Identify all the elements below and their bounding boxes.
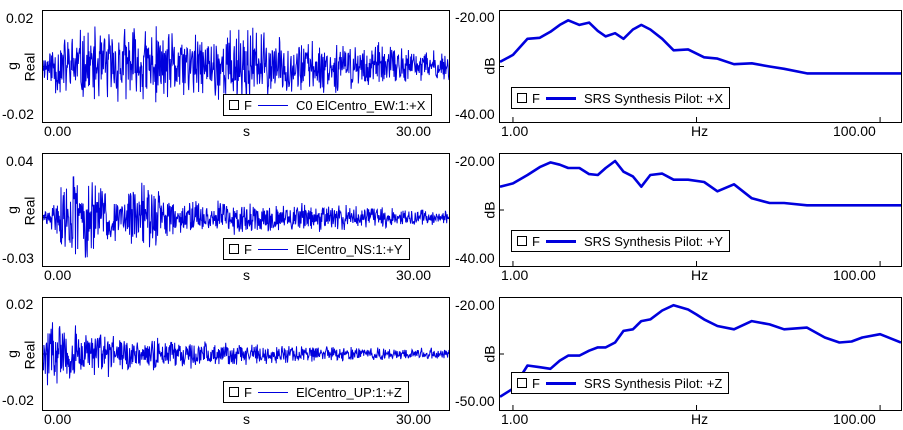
x-tick-left: 1.00 [501,411,529,427]
y-tick-bottom: -0.02 [2,392,34,408]
time-trace-svg [43,322,449,386]
legend-series-label: SRS Synthesis Pilot: +X [583,90,724,106]
x-tick-right: 100.00 [833,267,876,283]
y-axis-unit: dB [481,201,498,219]
y-tick-bottom: -40.00 [455,250,495,266]
visibility-checkbox[interactable] [229,244,239,254]
x-axis-label: s [243,123,250,139]
x-axis-label: Hz [691,267,709,283]
x-tick-left: 0.00 [44,411,72,427]
legend: F ElCentro_NS:1:+Y [223,238,410,260]
time-series-line [43,176,449,258]
legend-line-swatch [545,381,576,385]
legend-checkbox-label: F [244,97,252,113]
legend: F C0 ElCentro_EW:1:+X [223,94,433,116]
x-axis-label: Hz [691,123,709,139]
y-axis-kind: Real [21,340,38,370]
visibility-checkbox[interactable] [517,378,527,388]
legend-line-swatch [257,248,288,250]
y-tick-top: 0.02 [6,10,34,26]
time-chart-z: 0.02 -0.02 g Real 0.00 s 30.00 F ElCentr… [0,288,452,430]
y-axis-unit: g [3,206,20,214]
legend-checkbox-label: F [244,384,252,400]
visibility-checkbox[interactable] [229,387,239,397]
visibility-checkbox[interactable] [517,236,527,246]
srs-trace-svg [500,159,901,266]
legend-checkbox-label: F [532,233,540,249]
legend: F SRS Synthesis Pilot: +Z [511,372,730,394]
legend: F SRS Synthesis Pilot: +Y [511,230,731,252]
y-axis-unit: dB [481,345,498,363]
legend-series-label: ElCentro_UP:1:+Z [295,384,402,400]
legend: F SRS Synthesis Pilot: +X [511,87,731,109]
legend-line-swatch [257,391,288,393]
x-tick-right: 100.00 [833,411,876,427]
time-chart-x: 0.02 -0.02 g Real 0.00 s 30.00 F C0 ElCe… [0,0,452,142]
time-series-line [43,26,449,105]
time-chart-y: 0.04 -0.03 g Real 0.00 s 30.00 F ElCentr… [0,144,452,286]
y-tick-top: 0.04 [6,153,34,169]
y-tick-top: -20.00 [455,9,495,25]
x-axis-label: s [243,267,250,283]
legend-checkbox-label: F [244,241,252,257]
x-tick-right: 30.00 [396,411,432,427]
legend-series-label: SRS Synthesis Pilot: +Z [583,375,723,391]
visibility-checkbox[interactable] [517,93,527,103]
x-axis-label: Hz [691,411,709,427]
time-trace-svg [43,176,449,258]
srs-series-line [500,159,901,207]
x-tick-left: 0.00 [44,123,72,139]
y-axis-unit: g [3,350,20,358]
y-tick-bottom: -50.00 [455,393,495,409]
x-tick-left: 1.00 [501,123,529,139]
y-axis-unit: dB [481,57,498,75]
visibility-checkbox[interactable] [229,100,239,110]
legend-series-label: SRS Synthesis Pilot: +Y [583,233,724,249]
srs-trace-svg [500,303,901,410]
x-tick-right: 100.00 [833,123,876,139]
time-series-line [43,322,449,386]
legend-line-swatch [545,239,576,243]
y-tick-bottom: -0.03 [2,250,34,266]
y-tick-top: -20.00 [455,153,495,169]
srs-chart-y: -20.00 -40.00 dB 1.00 Hz 100.00 F SRS Sy… [452,144,903,286]
y-axis-kind: Real [21,52,38,82]
x-tick-left: 0.00 [44,267,72,283]
srs-series-line [500,19,901,75]
y-tick-top: 0.02 [6,296,34,312]
legend-checkbox-label: F [532,90,540,106]
legend-line-swatch [545,96,576,100]
legend-line-swatch [257,104,288,106]
legend-checkbox-label: F [532,375,540,391]
x-axis-label: s [243,411,250,427]
x-tick-right: 30.00 [396,267,432,283]
y-axis-kind: Real [21,196,38,226]
x-tick-right: 30.00 [396,123,432,139]
y-axis-unit: g [3,62,20,70]
time-trace-svg [43,26,449,105]
legend-series-label: ElCentro_NS:1:+Y [295,241,403,257]
legend-series-label: C0 ElCentro_EW:1:+X [295,97,426,113]
srs-trace-svg [500,19,901,122]
legend: F ElCentro_UP:1:+Z [223,381,409,403]
y-tick-bottom: -40.00 [455,106,495,122]
x-tick-left: 1.00 [501,267,529,283]
y-tick-bottom: -0.02 [2,106,34,122]
srs-chart-z: -20.00 -50.00 dB 1.00 Hz 100.00 F SRS Sy… [452,288,903,430]
srs-chart-x: -20.00 -40.00 dB 1.00 Hz 100.00 F SRS Sy… [452,0,903,142]
y-tick-top: -20.00 [455,297,495,313]
